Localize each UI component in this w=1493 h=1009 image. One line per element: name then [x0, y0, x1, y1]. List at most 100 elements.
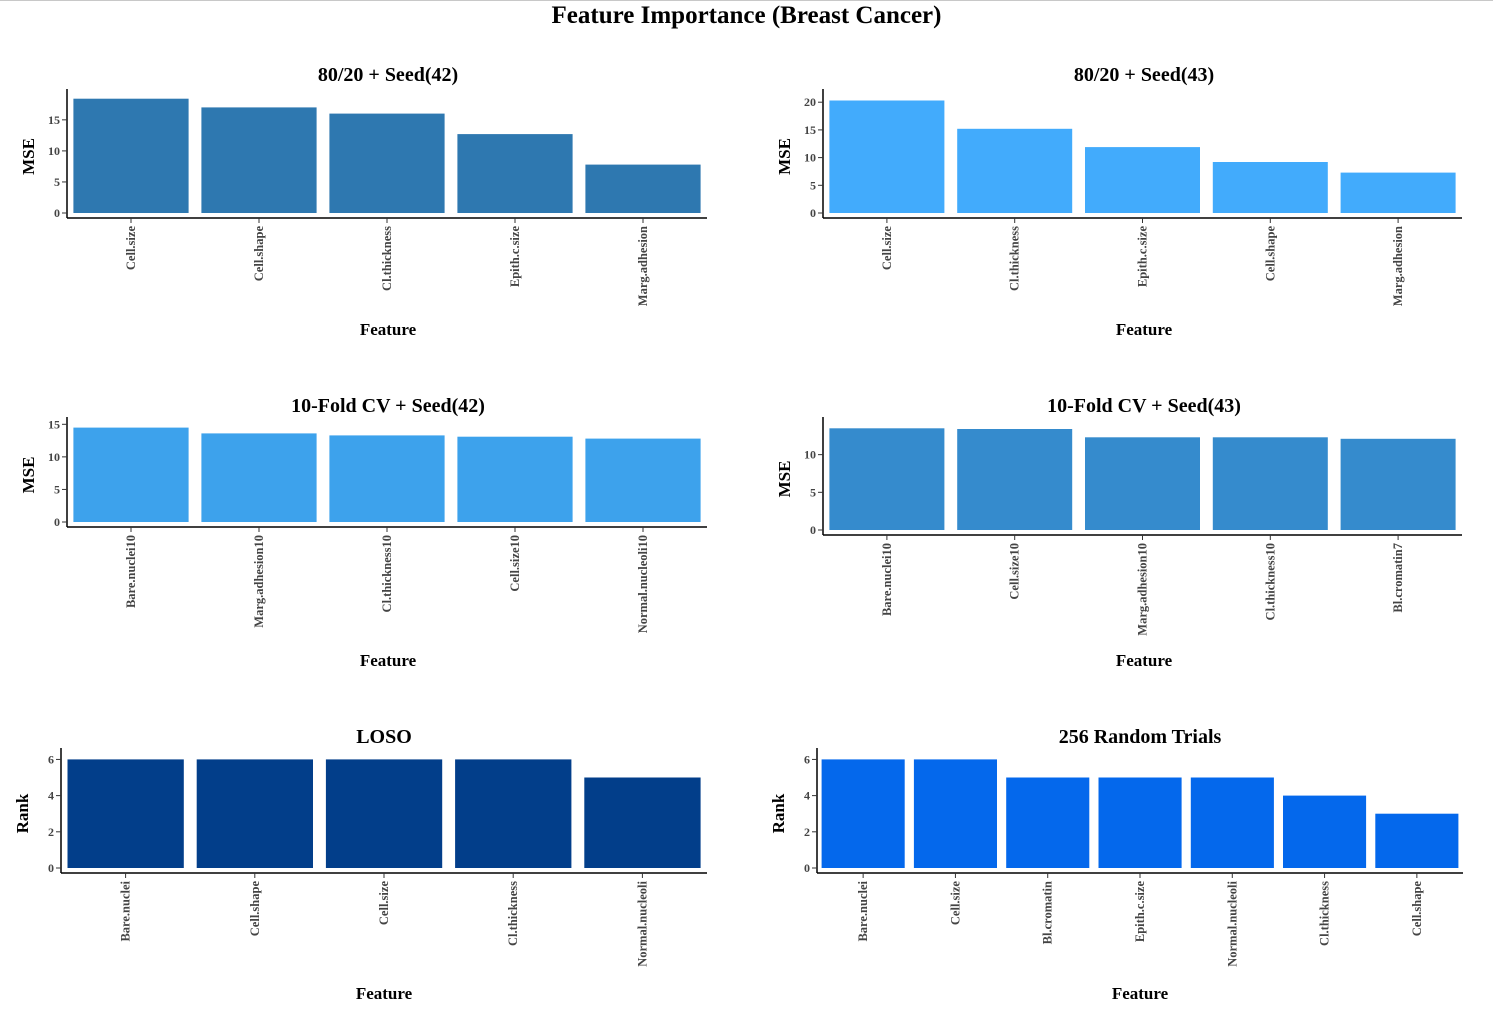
panel-title: 80/20 + Seed(42): [318, 64, 458, 86]
x-axis-title: Feature: [356, 984, 413, 1003]
bar-normal-nucleoli10: [585, 438, 701, 522]
x-tick-label-normal-nucleoli: Normal.nucleoli: [1225, 880, 1239, 966]
bar-marg-adhesion: [1340, 172, 1456, 213]
y-tick-label: 5: [810, 178, 816, 192]
panel-title: LOSO: [356, 726, 412, 748]
y-tick-label: 0: [48, 861, 54, 875]
bar-bl-cromatin7: [1340, 438, 1456, 530]
bar-cell-size10: [457, 436, 573, 522]
bar-marg-adhesion: [585, 164, 701, 213]
bar-bare-nuclei10: [73, 427, 189, 522]
bar-marg-adhesion10: [1085, 437, 1200, 530]
chart-panel-80-20-seed42: 80/20 + Seed(42) 0 5 10 15 Cell.size Cell.shap…: [19, 64, 707, 339]
x-tick-label-epith-c-size: Epith.c.size: [508, 226, 522, 288]
bar-cell-shape: [1375, 813, 1459, 868]
bar-normal-nucleoli: [584, 777, 701, 868]
y-tick-label: 10: [804, 448, 816, 462]
bar-cell-shape: [196, 759, 313, 868]
x-tick-label-cell-size: Cell.size: [377, 881, 391, 926]
bar-bare-nuclei10: [829, 428, 945, 530]
bar-cell-shape: [1212, 162, 1328, 213]
bar-cl-thickness: [957, 128, 1073, 213]
x-tick-label-cl-thickness: Cl.thickness: [506, 881, 520, 946]
x-tick-label-epith-c-size: Epith.c.size: [1133, 881, 1147, 943]
y-axis-title: MSE: [19, 457, 38, 494]
y-tick-label: 10: [48, 450, 60, 464]
y-tick-label: 15: [48, 113, 60, 127]
bar-bare-nuclei: [821, 759, 905, 868]
chart-panel-10fold-seed43: 10-Fold CV + Seed(43) 0 5 10 Bare.nuclei10 Ce…: [775, 395, 1462, 670]
chart-panel-80-20-seed43: 80/20 + Seed(43) 0 5 10 15 20 Cell.size Cl.thic…: [775, 64, 1462, 339]
bar-marg-adhesion10: [201, 433, 317, 522]
x-tick-label-cl-thickness: Cl.thickness: [380, 226, 394, 291]
y-tick-label: 2: [804, 825, 810, 839]
y-axis-title: Rank: [13, 793, 32, 833]
x-tick-label-marg-adhesion10: Marg.adhesion10: [252, 535, 266, 628]
y-tick-label: 6: [48, 752, 54, 766]
chart-panel-random-trials: 256 Random Trials 0 2 4 6 Bare.nuclei Cell.siz…: [769, 726, 1463, 1003]
x-tick-label-marg-adhesion: Marg.adhesion: [1391, 226, 1405, 306]
bar-cl-thickness: [1283, 795, 1367, 868]
y-tick-label: 5: [810, 485, 816, 499]
x-tick-label-cell-shape: Cell.shape: [1410, 881, 1424, 937]
y-tick-label: 0: [810, 206, 816, 220]
x-tick-label-bl-cromatin7: Bl.cromatin7: [1391, 543, 1405, 613]
y-tick-label: 20: [804, 95, 816, 109]
y-axis-title: MSE: [775, 138, 794, 175]
x-tick-label-cl-thickness: Cl.thickness: [1008, 226, 1022, 291]
bar-bare-nuclei: [67, 759, 184, 868]
bar-normal-nucleoli: [1190, 777, 1274, 868]
y-axis-title: MSE: [19, 138, 38, 175]
panel-title: 256 Random Trials: [1059, 726, 1222, 748]
bar-bl-cromatin: [1006, 777, 1090, 868]
y-tick-label: 0: [54, 515, 60, 529]
bar-cell-size: [73, 98, 189, 213]
y-tick-label: 4: [804, 789, 810, 803]
bar-cell-size: [325, 759, 443, 868]
y-tick-label: 0: [810, 523, 816, 537]
x-axis-title: Feature: [360, 320, 417, 339]
y-tick-label: 2: [48, 825, 54, 839]
x-tick-label-marg-adhesion10: Marg.adhesion10: [1136, 543, 1150, 636]
x-tick-label-cell-size: Cell.size: [880, 226, 894, 271]
x-tick-label-cell-size10: Cell.size10: [1008, 543, 1022, 600]
x-tick-label-bare-nuclei10: Bare.nuclei10: [124, 535, 138, 608]
y-tick-label: 15: [804, 123, 816, 137]
x-tick-label-cl-thickness10: Cl.thickness10: [1263, 543, 1277, 620]
figure-title: Feature Importance (Breast Cancer): [551, 2, 942, 29]
chart-panel-10fold-seed42: 10-Fold CV + Seed(42) 0 5 10 15 Bare.nuclei10…: [19, 395, 707, 670]
x-tick-label-bare-nuclei: Bare.nuclei: [856, 880, 870, 941]
panel-title: 10-Fold CV + Seed(42): [291, 395, 485, 417]
bar-cell-size: [829, 100, 945, 213]
panel-title: 10-Fold CV + Seed(43): [1047, 395, 1241, 417]
x-tick-label-bare-nuclei10: Bare.nuclei10: [880, 543, 894, 616]
x-axis-title: Feature: [360, 651, 417, 670]
x-axis-title: Feature: [1116, 320, 1173, 339]
x-tick-label-cell-size: Cell.size: [124, 226, 138, 271]
x-tick-label-epith-c-size: Epith.c.size: [1136, 226, 1150, 288]
x-tick-label-normal-nucleoli10: Normal.nucleoli10: [636, 535, 650, 633]
bar-cl-thickness10: [329, 435, 445, 522]
y-tick-label: 0: [54, 206, 60, 220]
panel-title: 80/20 + Seed(43): [1074, 64, 1214, 86]
x-axis-title: Feature: [1116, 651, 1173, 670]
bar-epith-c-size: [457, 134, 573, 213]
y-tick-label: 0: [804, 861, 810, 875]
y-axis-title: MSE: [775, 461, 794, 498]
x-tick-label-normal-nucleoli: Normal.nucleoli: [635, 880, 649, 966]
x-tick-label-cell-shape: Cell.shape: [252, 226, 266, 282]
bar-cl-thickness: [455, 759, 572, 868]
x-tick-label-cell-size: Cell.size: [948, 881, 962, 926]
chart-panel-loso: LOSO 0 2 4 6 Bare.nuclei Cell.shape Cell.size Cl…: [13, 726, 707, 1003]
y-tick-label: 10: [48, 144, 60, 158]
y-tick-label: 15: [48, 417, 60, 431]
y-tick-label: 6: [804, 752, 810, 766]
x-axis-title: Feature: [1112, 984, 1169, 1003]
x-tick-label-cell-shape: Cell.shape: [1263, 226, 1277, 282]
x-tick-label-cell-shape: Cell.shape: [248, 881, 262, 937]
x-tick-label-bare-nuclei: Bare.nuclei: [119, 880, 133, 941]
y-tick-label: 4: [48, 789, 54, 803]
x-tick-label-bl-cromatin: Bl.cromatin: [1041, 881, 1055, 944]
bar-cl-thickness10: [1212, 437, 1328, 530]
bar-epith-c-size: [1098, 777, 1182, 868]
